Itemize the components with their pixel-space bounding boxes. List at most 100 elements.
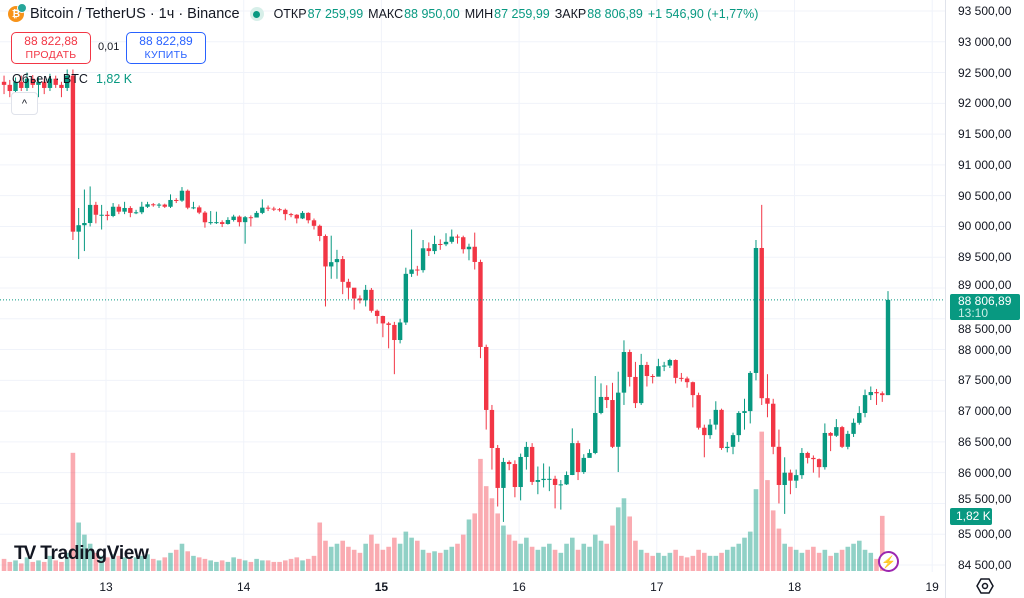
candle-body [816, 459, 822, 468]
time-tick: 17 [650, 580, 664, 594]
tradingview-logo[interactable]: TV TradingView [14, 543, 149, 565]
candle-body [449, 236, 454, 242]
candle-body [219, 222, 225, 224]
price-axis[interactable]: 84 500,00 85 000,00 85 500,00 86 000,00 86 5… [945, 0, 1024, 598]
volume-bar [615, 507, 621, 571]
buy-button[interactable]: 88 822,89 КУПИТЬ [126, 32, 206, 64]
sell-button[interactable]: 88 822,88 ПРОДАТЬ [11, 32, 91, 64]
volume-bar [587, 546, 592, 571]
volume-bar [99, 555, 104, 571]
volume-bar [558, 552, 564, 571]
volume-bar [828, 555, 833, 571]
candle-body [857, 412, 862, 423]
candle-body [771, 403, 776, 447]
candle-body [748, 372, 753, 412]
volume-bar [242, 560, 248, 571]
volume-bar [816, 552, 822, 571]
price-tick: 85 000,00 [958, 527, 1012, 542]
volume-bar [369, 534, 374, 571]
candle-body [317, 225, 322, 236]
volume-bar [311, 555, 317, 571]
volume-bar [1, 558, 7, 571]
volume-bar [277, 561, 282, 571]
candle-body [575, 443, 581, 473]
bar-countdown: 13:10 [958, 306, 989, 320]
volume-bar [679, 555, 684, 571]
candle-body [512, 464, 518, 488]
bitcoin-icon: ₿ [8, 3, 27, 22]
candle-body [564, 475, 569, 485]
settings-gear-icon[interactable] [976, 577, 994, 595]
candle-body [260, 207, 265, 213]
price-tick: 92 500,00 [958, 65, 1012, 80]
volume-bar [196, 557, 202, 571]
candle-body [283, 209, 288, 215]
volume-bar [656, 552, 661, 571]
lightning-icon[interactable]: ⚡ [878, 551, 899, 572]
volume-bar [122, 557, 127, 571]
candle-body [42, 81, 47, 88]
candle-body [99, 214, 104, 216]
volume-bar [168, 552, 173, 571]
volume-bar [18, 563, 24, 571]
volume-bar [87, 543, 93, 571]
volume-bar [793, 549, 799, 571]
volume-bar [501, 525, 506, 571]
candle-body [122, 207, 127, 212]
candle-body [174, 199, 179, 201]
volume-bar [650, 555, 655, 571]
volume-bar [776, 528, 782, 571]
volume-bar [472, 513, 478, 571]
candle-body [529, 446, 535, 482]
candle-body [254, 212, 259, 218]
volume-bar [564, 543, 569, 571]
price-tick: 87 500,00 [958, 373, 1012, 388]
price-tick: 88 000,00 [958, 342, 1012, 357]
candle-body [489, 409, 495, 448]
volume-bar [248, 561, 254, 571]
price-chart[interactable] [0, 0, 945, 598]
volume-bar [742, 537, 747, 571]
candle-body [742, 411, 747, 413]
volume-bar [294, 557, 300, 571]
volume-bar [305, 558, 311, 571]
volume-bar [105, 557, 110, 571]
candle-body [673, 360, 678, 378]
volume-bar [13, 560, 18, 571]
volume-bar [231, 557, 236, 571]
volume-bar [397, 543, 403, 571]
price-tick: 91 500,00 [958, 127, 1012, 142]
market-open-status-icon [249, 7, 264, 21]
candle-body [862, 395, 868, 413]
candle-body [128, 207, 133, 213]
candle-body [225, 219, 231, 224]
candle-body [145, 204, 150, 207]
candle-body [1, 81, 7, 85]
volume-bar [265, 560, 271, 571]
candle-body [93, 204, 99, 215]
volume-bar [340, 540, 345, 571]
price-tick: 87 000,00 [958, 404, 1012, 419]
candle-body [139, 206, 144, 213]
volume-bar [518, 543, 523, 571]
volume-bar [139, 555, 145, 571]
candle-body [455, 236, 460, 238]
volume-bar [879, 515, 885, 571]
price-tick: 90 500,00 [958, 188, 1012, 203]
volume-legend-value: 1,82 K [95, 72, 133, 86]
volume-bar [690, 555, 696, 571]
collapse-legend-button[interactable]: ^ [11, 92, 38, 115]
candle-body [403, 273, 409, 323]
candle-body [461, 237, 466, 250]
volume-bar [150, 558, 156, 571]
volume-bar [420, 549, 426, 571]
volume-bar [53, 560, 58, 571]
tradingview-logo-icon: TV [14, 543, 36, 564]
candle-body [719, 409, 724, 449]
volume-bar [403, 531, 409, 571]
volume-bar [415, 540, 420, 571]
volume-bar [116, 555, 122, 571]
volume-bar [363, 543, 368, 571]
candle-body [323, 235, 328, 267]
symbol-title[interactable]: Bitcoin / TetherUS · 1ч · Binance [30, 6, 240, 22]
